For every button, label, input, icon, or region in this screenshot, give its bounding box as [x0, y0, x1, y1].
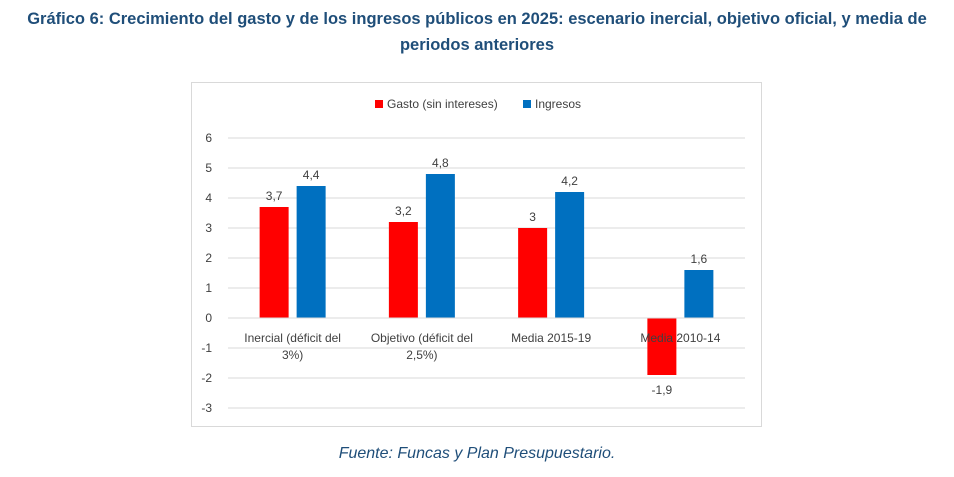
data-label: 1,6 — [691, 252, 708, 266]
y-tick-label: -1 — [201, 341, 212, 355]
category-label: Objetivo (déficit del — [371, 331, 473, 345]
data-label: 3 — [529, 210, 536, 224]
category-label: Media 2010-14 — [640, 331, 720, 345]
bar — [518, 228, 548, 318]
bar — [647, 318, 677, 375]
data-label: 4,4 — [303, 168, 320, 182]
y-tick-label: 0 — [205, 311, 212, 325]
y-tick-label: 2 — [205, 251, 212, 265]
bars — [259, 174, 714, 375]
legend-label: Ingresos — [535, 97, 581, 111]
legend-swatch — [523, 100, 531, 108]
y-tick-label: 5 — [205, 161, 212, 175]
data-label: 3,7 — [266, 189, 283, 203]
bar — [555, 192, 585, 318]
category-label: 2,5%) — [406, 348, 437, 362]
category-label: Inercial (déficit del — [244, 331, 341, 345]
chart-title: Gráfico 6: Crecimiento del gasto y de lo… — [27, 10, 927, 54]
bar — [388, 222, 418, 318]
data-label: 4,2 — [561, 174, 578, 188]
legend-label: Gasto (sin intereses) — [387, 97, 498, 111]
y-tick-label: 6 — [205, 131, 212, 145]
bar — [296, 186, 326, 318]
y-tick-label: 4 — [205, 191, 212, 205]
data-labels: 3,7 4,4 3,2 4,8 3 4,2 -1,9 1,6 — [266, 156, 708, 397]
bar — [684, 270, 714, 318]
category-labels: Inercial (déficit del 3%) Objetivo (défici… — [244, 331, 720, 362]
y-tick-label: 1 — [205, 281, 212, 295]
legend-swatch — [375, 100, 383, 108]
data-label: -1,9 — [652, 383, 673, 397]
data-label: 4,8 — [432, 156, 449, 170]
source-note: Fuente: Funcas y Plan Presupuestario. — [338, 445, 616, 462]
bar — [259, 207, 289, 318]
legend: Gasto (sin intereses) Ingresos — [375, 97, 581, 111]
category-label: Media 2015-19 — [511, 331, 591, 345]
y-tick-label: 3 — [205, 221, 212, 235]
bar — [425, 174, 455, 318]
y-tick-label: -2 — [201, 371, 212, 385]
y-axis-ticks: 6 5 4 3 2 1 0 -1 -2 -3 — [201, 131, 212, 415]
y-tick-label: -3 — [201, 401, 212, 415]
data-label: 3,2 — [395, 204, 412, 218]
category-label: 3%) — [282, 348, 303, 362]
